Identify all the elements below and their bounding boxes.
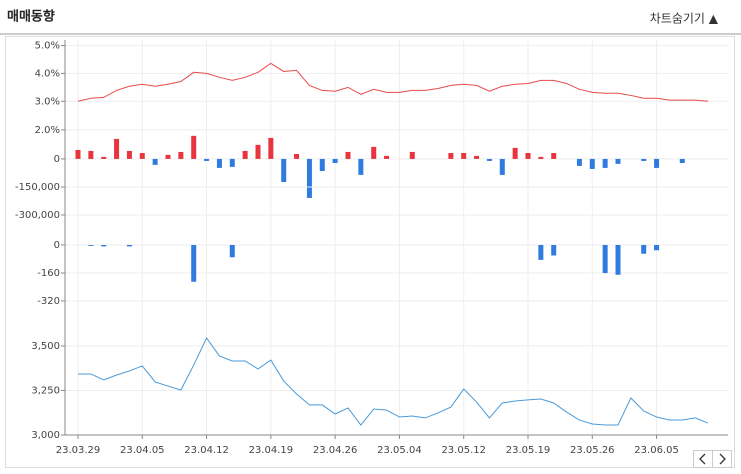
bar bbox=[512, 147, 518, 159]
bar bbox=[268, 137, 274, 159]
bar bbox=[294, 153, 300, 159]
bar bbox=[551, 245, 557, 256]
bar bbox=[486, 158, 492, 161]
bar bbox=[409, 151, 415, 159]
y-tick-label: -300,000 bbox=[15, 210, 60, 221]
bar bbox=[654, 245, 660, 251]
bar bbox=[589, 158, 595, 169]
bar bbox=[101, 245, 107, 247]
prev-button[interactable] bbox=[693, 450, 713, 468]
bar bbox=[332, 158, 338, 163]
bar bbox=[229, 158, 235, 167]
line-series bbox=[78, 337, 709, 426]
bar bbox=[281, 158, 287, 182]
bar bbox=[319, 158, 325, 171]
bar bbox=[114, 138, 120, 159]
bar bbox=[384, 155, 390, 159]
y-tick-label: -160 bbox=[37, 268, 60, 279]
y-tick-label: 4.0% bbox=[35, 68, 60, 79]
next-button[interactable] bbox=[712, 450, 732, 468]
bar bbox=[139, 152, 145, 159]
y-tick-label: 3.0% bbox=[35, 96, 60, 107]
bar bbox=[615, 158, 621, 164]
bar bbox=[576, 158, 582, 166]
bar bbox=[191, 135, 197, 159]
bar bbox=[229, 245, 235, 258]
hide-chart-toggle[interactable]: 차트숨기기 ▲ bbox=[650, 12, 719, 26]
plot-area: 3.0% 4.0% 5.0% 0 2.0% -150,000 -300,000 0 -160 -3… bbox=[15, 40, 728, 456]
y-tick-label: -320 bbox=[37, 296, 60, 307]
bar bbox=[306, 158, 312, 198]
bar bbox=[191, 245, 197, 282]
bar bbox=[474, 155, 480, 159]
y-tick-label: 0 bbox=[54, 154, 60, 165]
bar bbox=[641, 245, 647, 254]
bar bbox=[448, 152, 454, 159]
bar bbox=[242, 150, 248, 159]
x-tick-label: 23.06.05 bbox=[634, 445, 679, 456]
x-tick-label: 23.04.19 bbox=[249, 445, 294, 456]
bar bbox=[126, 245, 132, 247]
x-tick-label: 23.04.05 bbox=[120, 445, 165, 456]
x-tick-label: 23.05.04 bbox=[377, 445, 422, 456]
bar bbox=[679, 158, 685, 163]
bar bbox=[538, 156, 544, 159]
bar bbox=[101, 156, 107, 159]
bar bbox=[165, 154, 171, 159]
x-tick-label: 23.04.12 bbox=[184, 445, 229, 456]
bar bbox=[461, 152, 467, 159]
x-tick-label: 23.04.26 bbox=[313, 445, 358, 456]
bar bbox=[499, 158, 505, 175]
chart-frame bbox=[5, 36, 735, 468]
bar bbox=[88, 245, 94, 246]
y-tick-label: 3,250 bbox=[31, 386, 60, 397]
bar bbox=[345, 151, 351, 159]
x-tick-label: 23.05.12 bbox=[441, 445, 486, 456]
y-tick-label: 0 bbox=[54, 240, 60, 251]
bar bbox=[126, 150, 132, 159]
y-tick-label: 3,000 bbox=[31, 430, 60, 441]
bar bbox=[216, 158, 222, 168]
y-tick-label: 3,500 bbox=[31, 341, 60, 352]
bar bbox=[525, 152, 531, 159]
bar bbox=[75, 149, 81, 159]
bar bbox=[358, 158, 364, 175]
bar bbox=[551, 152, 557, 159]
bar bbox=[602, 245, 608, 273]
bar bbox=[654, 158, 660, 168]
bar bbox=[615, 245, 621, 275]
bar bbox=[371, 146, 377, 159]
line-series bbox=[77, 62, 709, 102]
x-tick-label: 23.05.19 bbox=[506, 445, 551, 456]
bar bbox=[88, 150, 94, 159]
bar bbox=[538, 245, 544, 260]
bar bbox=[602, 158, 608, 168]
bar bbox=[204, 158, 210, 161]
bar bbox=[152, 158, 158, 165]
x-tick-label: 23.03.29 bbox=[56, 445, 101, 456]
y-tick-label: -150,000 bbox=[15, 182, 60, 193]
bar bbox=[641, 158, 647, 161]
y-tick-label: 2.0% bbox=[35, 125, 60, 136]
bar bbox=[255, 144, 261, 159]
bar bbox=[178, 151, 184, 159]
widget-title: 매매동향 bbox=[7, 9, 55, 25]
x-tick-label: 23.05.26 bbox=[570, 445, 615, 456]
y-tick-label: 5.0% bbox=[35, 41, 60, 52]
